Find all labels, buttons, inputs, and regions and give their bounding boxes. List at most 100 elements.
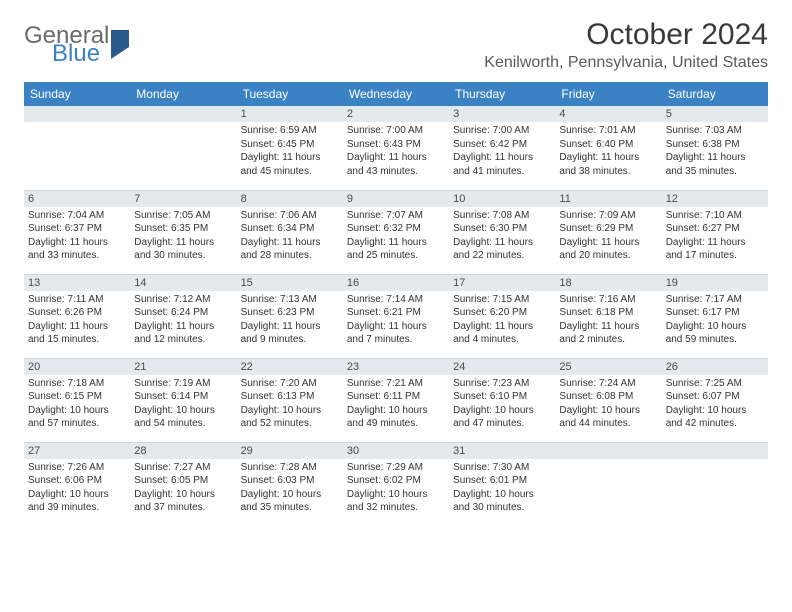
daylight-line: Daylight: 11 hours and 41 minutes. (453, 151, 551, 178)
day-number: 7 (130, 191, 236, 207)
day-details: Sunrise: 7:23 AMSunset: 6:10 PMDaylight:… (449, 375, 555, 431)
calendar-cell: 25Sunrise: 7:24 AMSunset: 6:08 PMDayligh… (555, 358, 661, 442)
day-details: Sunrise: 7:30 AMSunset: 6:01 PMDaylight:… (449, 459, 555, 515)
sunset-line: Sunset: 6:14 PM (134, 390, 232, 404)
sunrise-line: Sunrise: 6:59 AM (241, 124, 339, 138)
sunset-line: Sunset: 6:18 PM (559, 306, 657, 320)
day-details: Sunrise: 7:25 AMSunset: 6:07 PMDaylight:… (662, 375, 768, 431)
sunset-line: Sunset: 6:42 PM (453, 138, 551, 152)
sunset-line: Sunset: 6:15 PM (28, 390, 126, 404)
day-details: Sunrise: 7:17 AMSunset: 6:17 PMDaylight:… (662, 291, 768, 347)
daylight-line: Daylight: 10 hours and 52 minutes. (241, 404, 339, 431)
month-title: October 2024 (484, 18, 768, 52)
calendar-cell (662, 442, 768, 526)
calendar-cell: 31Sunrise: 7:30 AMSunset: 6:01 PMDayligh… (449, 442, 555, 526)
sunrise-line: Sunrise: 7:23 AM (453, 377, 551, 391)
calendar-cell: 21Sunrise: 7:19 AMSunset: 6:14 PMDayligh… (130, 358, 236, 442)
day-header: Sunday (24, 82, 130, 106)
sunset-line: Sunset: 6:07 PM (666, 390, 764, 404)
day-details: Sunrise: 7:12 AMSunset: 6:24 PMDaylight:… (130, 291, 236, 347)
day-number: 13 (24, 275, 130, 291)
calendar-cell (130, 106, 236, 190)
sunset-line: Sunset: 6:11 PM (347, 390, 445, 404)
day-details: Sunrise: 7:26 AMSunset: 6:06 PMDaylight:… (24, 459, 130, 515)
daylight-line: Daylight: 10 hours and 37 minutes. (134, 488, 232, 515)
day-number: 19 (662, 275, 768, 291)
day-header: Tuesday (237, 82, 343, 106)
sunset-line: Sunset: 6:21 PM (347, 306, 445, 320)
sunset-line: Sunset: 6:43 PM (347, 138, 445, 152)
calendar-page: General Blue October 2024 Kenilworth, Pe… (0, 0, 792, 526)
day-header: Wednesday (343, 82, 449, 106)
day-number: 3 (449, 106, 555, 122)
daylight-line: Daylight: 11 hours and 12 minutes. (134, 320, 232, 347)
day-number: 20 (24, 359, 130, 375)
calendar-cell: 2Sunrise: 7:00 AMSunset: 6:43 PMDaylight… (343, 106, 449, 190)
sunrise-line: Sunrise: 7:24 AM (559, 377, 657, 391)
sunrise-line: Sunrise: 7:03 AM (666, 124, 764, 138)
day-header: Friday (555, 82, 661, 106)
sunrise-line: Sunrise: 7:06 AM (241, 209, 339, 223)
calendar-row: 6Sunrise: 7:04 AMSunset: 6:37 PMDaylight… (24, 190, 768, 274)
sunset-line: Sunset: 6:37 PM (28, 222, 126, 236)
calendar-cell: 23Sunrise: 7:21 AMSunset: 6:11 PMDayligh… (343, 358, 449, 442)
sunrise-line: Sunrise: 7:19 AM (134, 377, 232, 391)
sunrise-line: Sunrise: 7:13 AM (241, 293, 339, 307)
day-number: 11 (555, 191, 661, 207)
day-number: 4 (555, 106, 661, 122)
sunset-line: Sunset: 6:08 PM (559, 390, 657, 404)
day-number: 23 (343, 359, 449, 375)
sunrise-line: Sunrise: 7:20 AM (241, 377, 339, 391)
day-details: Sunrise: 7:15 AMSunset: 6:20 PMDaylight:… (449, 291, 555, 347)
calendar-cell: 12Sunrise: 7:10 AMSunset: 6:27 PMDayligh… (662, 190, 768, 274)
calendar-row: 27Sunrise: 7:26 AMSunset: 6:06 PMDayligh… (24, 442, 768, 526)
day-number: 9 (343, 191, 449, 207)
calendar-cell (24, 106, 130, 190)
day-number: 14 (130, 275, 236, 291)
logo-triangle-icon (111, 30, 129, 59)
day-details: Sunrise: 7:21 AMSunset: 6:11 PMDaylight:… (343, 375, 449, 431)
sunset-line: Sunset: 6:34 PM (241, 222, 339, 236)
sunset-line: Sunset: 6:03 PM (241, 474, 339, 488)
calendar-table: Sunday Monday Tuesday Wednesday Thursday… (24, 82, 768, 526)
sunset-line: Sunset: 6:38 PM (666, 138, 764, 152)
calendar-row: 13Sunrise: 7:11 AMSunset: 6:26 PMDayligh… (24, 274, 768, 358)
daylight-line: Daylight: 11 hours and 45 minutes. (241, 151, 339, 178)
daylight-line: Daylight: 10 hours and 42 minutes. (666, 404, 764, 431)
day-number: 10 (449, 191, 555, 207)
sunrise-line: Sunrise: 7:12 AM (134, 293, 232, 307)
day-details: Sunrise: 7:08 AMSunset: 6:30 PMDaylight:… (449, 207, 555, 263)
sunrise-line: Sunrise: 7:14 AM (347, 293, 445, 307)
day-details: Sunrise: 7:00 AMSunset: 6:43 PMDaylight:… (343, 122, 449, 178)
daylight-line: Daylight: 11 hours and 2 minutes. (559, 320, 657, 347)
location-text: Kenilworth, Pennsylvania, United States (484, 54, 768, 72)
daylight-line: Daylight: 10 hours and 57 minutes. (28, 404, 126, 431)
day-header: Thursday (449, 82, 555, 106)
calendar-cell: 1Sunrise: 6:59 AMSunset: 6:45 PMDaylight… (237, 106, 343, 190)
day-details: Sunrise: 7:00 AMSunset: 6:42 PMDaylight:… (449, 122, 555, 178)
day-details: Sunrise: 7:18 AMSunset: 6:15 PMDaylight:… (24, 375, 130, 431)
day-number: 21 (130, 359, 236, 375)
day-details: Sunrise: 6:59 AMSunset: 6:45 PMDaylight:… (237, 122, 343, 178)
sunrise-line: Sunrise: 7:08 AM (453, 209, 551, 223)
daylight-line: Daylight: 11 hours and 4 minutes. (453, 320, 551, 347)
calendar-cell: 4Sunrise: 7:01 AMSunset: 6:40 PMDaylight… (555, 106, 661, 190)
calendar-cell: 28Sunrise: 7:27 AMSunset: 6:05 PMDayligh… (130, 442, 236, 526)
day-number-bar (24, 106, 130, 122)
sunrise-line: Sunrise: 7:04 AM (28, 209, 126, 223)
daylight-line: Daylight: 11 hours and 22 minutes. (453, 236, 551, 263)
day-number: 28 (130, 443, 236, 459)
day-details: Sunrise: 7:20 AMSunset: 6:13 PMDaylight:… (237, 375, 343, 431)
sunset-line: Sunset: 6:02 PM (347, 474, 445, 488)
sunset-line: Sunset: 6:40 PM (559, 138, 657, 152)
brand-word-2: Blue (52, 40, 100, 67)
sunset-line: Sunset: 6:27 PM (666, 222, 764, 236)
day-number: 8 (237, 191, 343, 207)
day-number: 12 (662, 191, 768, 207)
sunrise-line: Sunrise: 7:17 AM (666, 293, 764, 307)
sunrise-line: Sunrise: 7:16 AM (559, 293, 657, 307)
calendar-cell: 24Sunrise: 7:23 AMSunset: 6:10 PMDayligh… (449, 358, 555, 442)
sunset-line: Sunset: 6:23 PM (241, 306, 339, 320)
calendar-cell: 20Sunrise: 7:18 AMSunset: 6:15 PMDayligh… (24, 358, 130, 442)
sunrise-line: Sunrise: 7:10 AM (666, 209, 764, 223)
